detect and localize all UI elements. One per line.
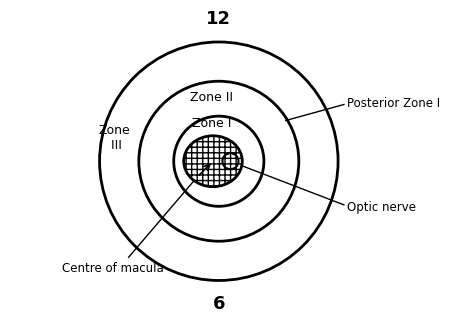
Text: 6: 6 [212, 295, 225, 313]
Text: Zone II: Zone II [190, 91, 233, 104]
Ellipse shape [184, 136, 242, 187]
Text: Posterior Zone I: Posterior Zone I [347, 97, 440, 109]
Text: Zone
 III: Zone III [98, 124, 130, 152]
Text: 12: 12 [206, 10, 231, 28]
Text: Zone I: Zone I [192, 117, 231, 130]
Text: Optic nerve: Optic nerve [347, 201, 416, 214]
Text: Centre of macula: Centre of macula [62, 262, 164, 275]
